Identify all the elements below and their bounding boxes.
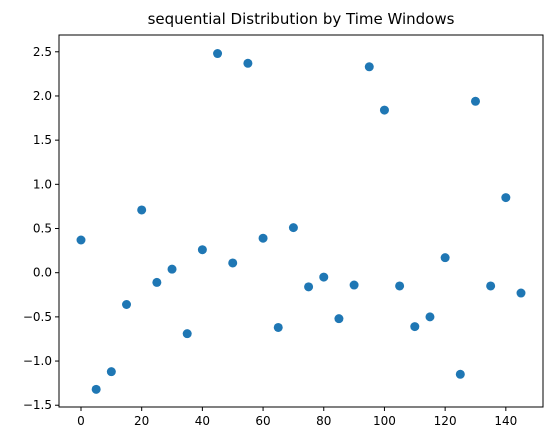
scatter-point: [213, 49, 223, 59]
y-tick-label: 2.5: [33, 45, 52, 59]
scatter-point: [152, 277, 162, 287]
scatter-point: [137, 205, 147, 215]
scatter-point: [319, 272, 329, 282]
x-tick-label: 100: [373, 414, 396, 428]
chart-title: sequential Distribution by Time Windows: [148, 10, 455, 28]
scatter-point: [182, 329, 192, 339]
x-tick-label: 20: [134, 414, 149, 428]
scatter-point: [425, 312, 435, 322]
scatter-point: [501, 193, 511, 203]
y-tick-label: 2.0: [33, 89, 52, 103]
data-points: [76, 49, 526, 394]
x-tick-label: 120: [434, 414, 457, 428]
x-tick-label: 140: [494, 414, 517, 428]
x-tick-label: 80: [316, 414, 331, 428]
scatter-point: [486, 281, 496, 291]
y-tick-label: 0.0: [33, 266, 52, 280]
scatter-point: [228, 258, 238, 268]
scatter-point: [379, 105, 389, 115]
y-tick-label: 0.5: [33, 222, 52, 236]
scatter-point: [364, 62, 374, 72]
plot-frame: [58, 34, 544, 408]
y-axis: −1.5 −1.0 −0.5 0.0 0.5 1.0 1.5 2.0 2.5: [23, 45, 59, 412]
x-tick-label: 60: [255, 414, 270, 428]
scatter-point: [273, 322, 283, 332]
scatter-point: [304, 282, 314, 292]
x-tick-label: 0: [77, 414, 85, 428]
y-tick-label: −0.5: [23, 310, 52, 324]
scatter-point: [197, 245, 207, 255]
scatter-point: [288, 223, 298, 233]
scatter-point: [334, 314, 344, 324]
scatter-point: [516, 288, 526, 298]
scatter-point: [395, 281, 405, 291]
scatter-point: [410, 322, 420, 332]
y-tick-label: 1.0: [33, 177, 52, 191]
scatter-point: [76, 235, 86, 245]
scatter-point: [106, 367, 116, 377]
scatter-point: [91, 384, 101, 394]
scatter-point: [440, 253, 450, 263]
y-tick-label: −1.0: [23, 354, 52, 368]
y-tick-label: 1.5: [33, 133, 52, 147]
scatter-point: [470, 96, 480, 106]
x-tick-label: 40: [195, 414, 210, 428]
scatter-point: [122, 300, 132, 310]
y-tick-label: −1.5: [23, 398, 52, 412]
scatter-point: [243, 58, 253, 68]
scatter-point: [455, 369, 465, 379]
scatter-point: [258, 233, 268, 243]
scatter-point: [349, 280, 359, 290]
scatter-point: [167, 264, 177, 274]
x-axis: 0 20 40 60 80 100 120 140: [77, 407, 517, 428]
